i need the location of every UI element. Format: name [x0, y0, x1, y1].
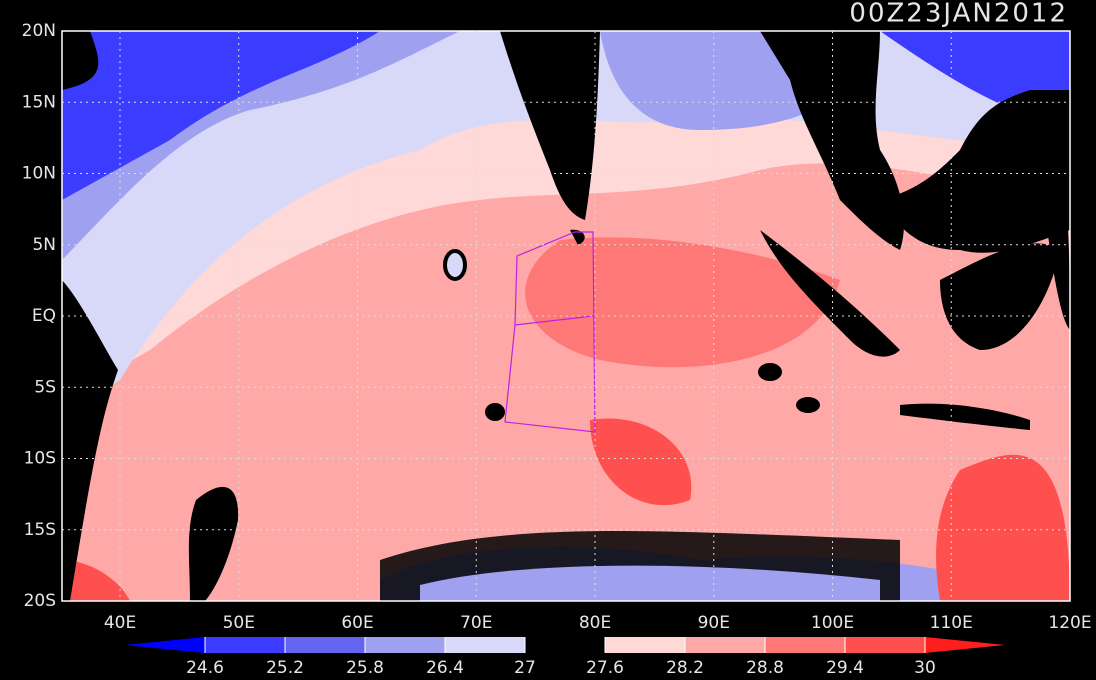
colorbar-label: 28.2 [666, 658, 704, 678]
colorbar-segment [445, 637, 525, 653]
lat-label: 5S [34, 377, 56, 397]
colorbar-segment [205, 637, 285, 653]
lat-label: 20N [22, 21, 56, 41]
colorbar-label: 25.2 [266, 658, 304, 678]
lon-label: 90E [698, 613, 730, 633]
colorbar-label: 27 [514, 658, 536, 678]
map-title: 00Z23JAN2012 [849, 0, 1068, 29]
colorbar-segment [845, 637, 925, 653]
lat-label: 10N [22, 164, 56, 184]
lon-label: 40E [104, 613, 136, 633]
colorbar-label: 24.6 [186, 658, 224, 678]
colorbar-label: 30 [914, 658, 936, 678]
lat-label: 15S [24, 520, 56, 540]
colorbar-arrow [125, 637, 205, 653]
colorbar-segment [365, 637, 445, 653]
colorbar-segment [765, 637, 845, 653]
colorbar: 24.6 25.2 25.8 26.4 27 27.6 28.2 28.8 29.4 30 [125, 637, 1005, 678]
colorbar-segment [285, 637, 365, 653]
lat-label: 10S [24, 449, 56, 469]
colorbar-label: 29.4 [826, 658, 864, 678]
colorbar-label: 28.8 [746, 658, 784, 678]
lon-label: 110E [930, 613, 973, 633]
lat-label: 20S [24, 591, 56, 611]
lon-label: 80E [579, 613, 611, 633]
colorbar-label: 25.8 [346, 658, 384, 678]
lon-label: 120E [1048, 613, 1091, 633]
grid [62, 31, 1070, 601]
colorbar-segment [685, 637, 765, 653]
colorbar-label: 26.4 [426, 658, 464, 678]
lon-label: 50E [223, 613, 255, 633]
lat-label: 5N [32, 235, 56, 255]
lon-label: 70E [460, 613, 492, 633]
colorbar-arrow [925, 637, 1005, 653]
colorbar-label: 27.6 [586, 658, 624, 678]
lon-label: 60E [341, 613, 373, 633]
colorbar-segment [605, 637, 685, 653]
lat-label: EQ [32, 306, 56, 326]
lat-label: 15N [22, 92, 56, 112]
lon-label: 100E [811, 613, 854, 633]
colorbar-segment [525, 637, 605, 653]
